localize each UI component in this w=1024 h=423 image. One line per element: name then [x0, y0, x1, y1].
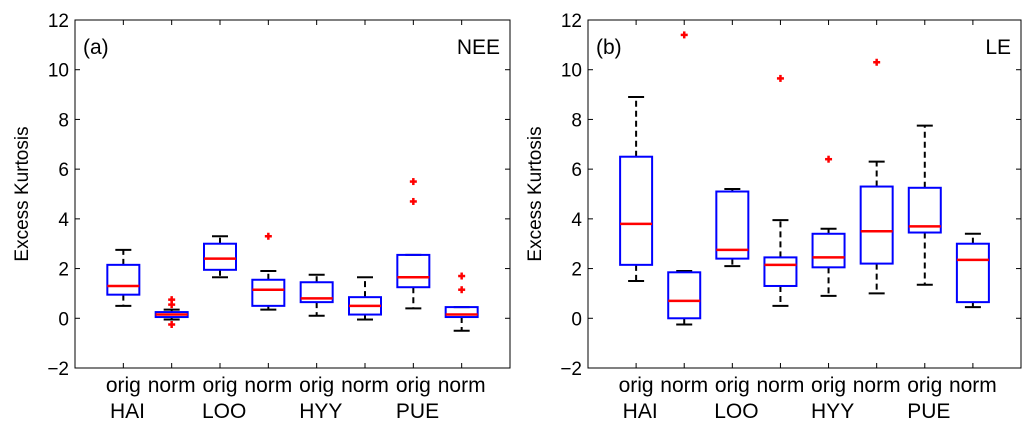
- x-category-label: norm: [660, 374, 708, 397]
- box-body: [106, 263, 141, 296]
- box-2: [154, 296, 189, 328]
- outlier-marker: [825, 155, 833, 163]
- y-tick-label: 8: [58, 110, 69, 131]
- y-tick-label: 2: [58, 260, 69, 281]
- box-body: [715, 190, 750, 260]
- box-body: [444, 306, 479, 319]
- y-axis-label: Excess Kurtosis: [525, 126, 546, 261]
- box-body: [955, 242, 990, 304]
- box-body: [667, 271, 702, 320]
- outlier-marker: [409, 178, 417, 186]
- y-tick-label: 10: [48, 61, 69, 82]
- box-body: [859, 185, 894, 265]
- box-body: [763, 256, 798, 287]
- y-tick-label: 2: [571, 260, 582, 281]
- x-category-label: orig: [811, 374, 846, 397]
- x-group-label: LOO: [202, 400, 246, 423]
- variable-label: LE: [985, 36, 1011, 59]
- box-2: [667, 31, 702, 326]
- panel-label: (b): [596, 36, 622, 59]
- outlier-marker: [264, 232, 272, 240]
- x-category-label: orig: [106, 374, 141, 397]
- x-category-label: orig: [299, 374, 334, 397]
- box-5: [811, 155, 846, 297]
- box-1: [106, 248, 141, 307]
- outlier-marker: [873, 58, 881, 66]
- x-category-label: norm: [757, 374, 805, 397]
- x-group-label: LOO: [714, 400, 758, 423]
- x-category-label: norm: [244, 374, 292, 397]
- y-tick-label: 8: [571, 110, 582, 131]
- x-group-label: PUE: [396, 400, 439, 423]
- box-body: [811, 232, 846, 269]
- box-6: [348, 276, 382, 321]
- panel-label: (a): [83, 36, 109, 59]
- box-3: [203, 235, 237, 279]
- x-group-label: HAI: [110, 400, 145, 423]
- y-tick-label: 6: [571, 160, 582, 181]
- box-body: [619, 155, 654, 266]
- outlier-marker: [168, 321, 176, 328]
- y-tick-label: −2: [560, 359, 582, 380]
- y-tick-label: 6: [58, 160, 69, 181]
- y-tick-label: 4: [571, 210, 582, 231]
- box-4: [251, 232, 286, 311]
- x-category-label: norm: [341, 374, 389, 397]
- x-group-label: HYY: [299, 400, 342, 423]
- x-category-label: norm: [148, 374, 196, 397]
- box-1: [619, 96, 654, 282]
- plot-frame: [74, 19, 511, 369]
- x-category-label: norm: [438, 374, 486, 397]
- box-7: [396, 178, 431, 310]
- outlier-marker: [458, 272, 466, 280]
- x-group-label: HAI: [623, 400, 658, 423]
- y-tick-label: 12: [561, 11, 582, 32]
- box-body: [251, 278, 286, 307]
- outlier-marker: [776, 74, 784, 82]
- box-7: [907, 124, 942, 286]
- box-6: [859, 58, 894, 295]
- x-category-label: orig: [715, 374, 750, 397]
- chart-panel-1: −2 0 2 4 6 8 10 12 Excess Kurtosis (a) NEE orig norm…: [12, 11, 511, 423]
- box-5: [299, 273, 334, 317]
- box-3: [715, 188, 750, 268]
- outlier-marker: [680, 31, 688, 39]
- y-tick-label: 0: [58, 309, 69, 330]
- box-4: [763, 74, 798, 307]
- x-category-label: norm: [853, 374, 901, 397]
- x-group-label: PUE: [907, 400, 950, 423]
- y-tick-label: 4: [58, 210, 69, 231]
- plot-frame: [587, 19, 1022, 369]
- box-body: [203, 242, 237, 271]
- x-category-label: orig: [396, 374, 431, 397]
- y-tick-label: 10: [561, 61, 582, 82]
- y-tick-label: 12: [48, 11, 69, 32]
- outlier-marker: [168, 296, 176, 304]
- x-category-label: orig: [619, 374, 654, 397]
- x-category-label: orig: [202, 374, 237, 397]
- y-tick-label: −2: [47, 359, 69, 380]
- outlier-marker: [458, 286, 466, 294]
- box-8: [444, 272, 479, 332]
- box-body: [299, 281, 334, 304]
- x-category-label: orig: [907, 374, 942, 397]
- x-category-label: norm: [949, 374, 997, 397]
- outlier-marker: [409, 197, 417, 205]
- box-body: [396, 253, 431, 289]
- variable-label: NEE: [457, 36, 500, 59]
- x-group-label: HYY: [811, 400, 854, 423]
- box-body: [907, 186, 942, 234]
- box-8: [955, 232, 990, 309]
- y-tick-label: 0: [571, 309, 582, 330]
- y-axis-label: Excess Kurtosis: [12, 126, 33, 261]
